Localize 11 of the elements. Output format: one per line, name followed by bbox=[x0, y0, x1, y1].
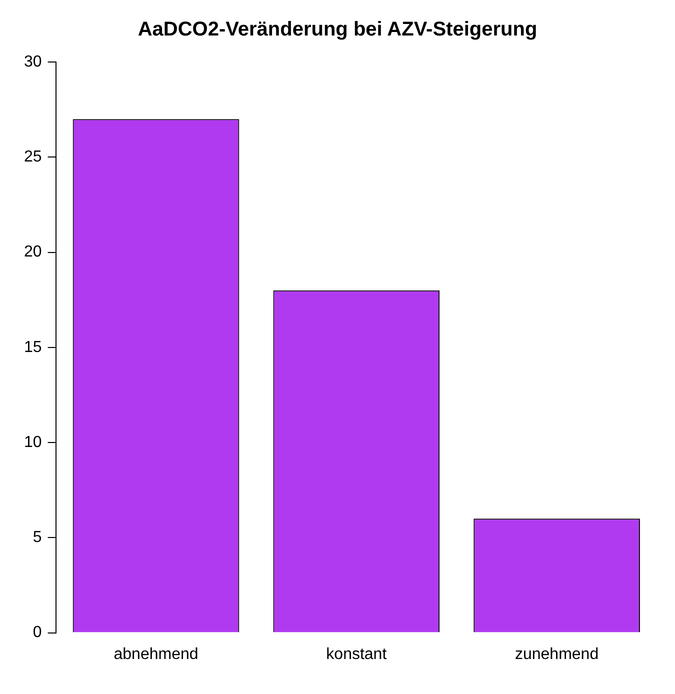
y-tick-label: 20 bbox=[24, 244, 42, 261]
y-tick-label: 10 bbox=[24, 434, 42, 451]
chart-title: AaDCO2-Veränderung bei AZV-Steigerung bbox=[138, 18, 538, 41]
x-tick-label: abnehmend bbox=[114, 646, 198, 663]
x-tick-label: konstant bbox=[326, 646, 388, 663]
y-tick-label: 5 bbox=[32, 529, 42, 546]
x-tick-label: zunehmend bbox=[514, 646, 599, 663]
y-tick-label: 0 bbox=[32, 624, 42, 642]
y-tick-label: 30 bbox=[24, 53, 42, 70]
y-tick-label: 25 bbox=[24, 148, 42, 166]
y-tick-label: 15 bbox=[24, 338, 42, 356]
